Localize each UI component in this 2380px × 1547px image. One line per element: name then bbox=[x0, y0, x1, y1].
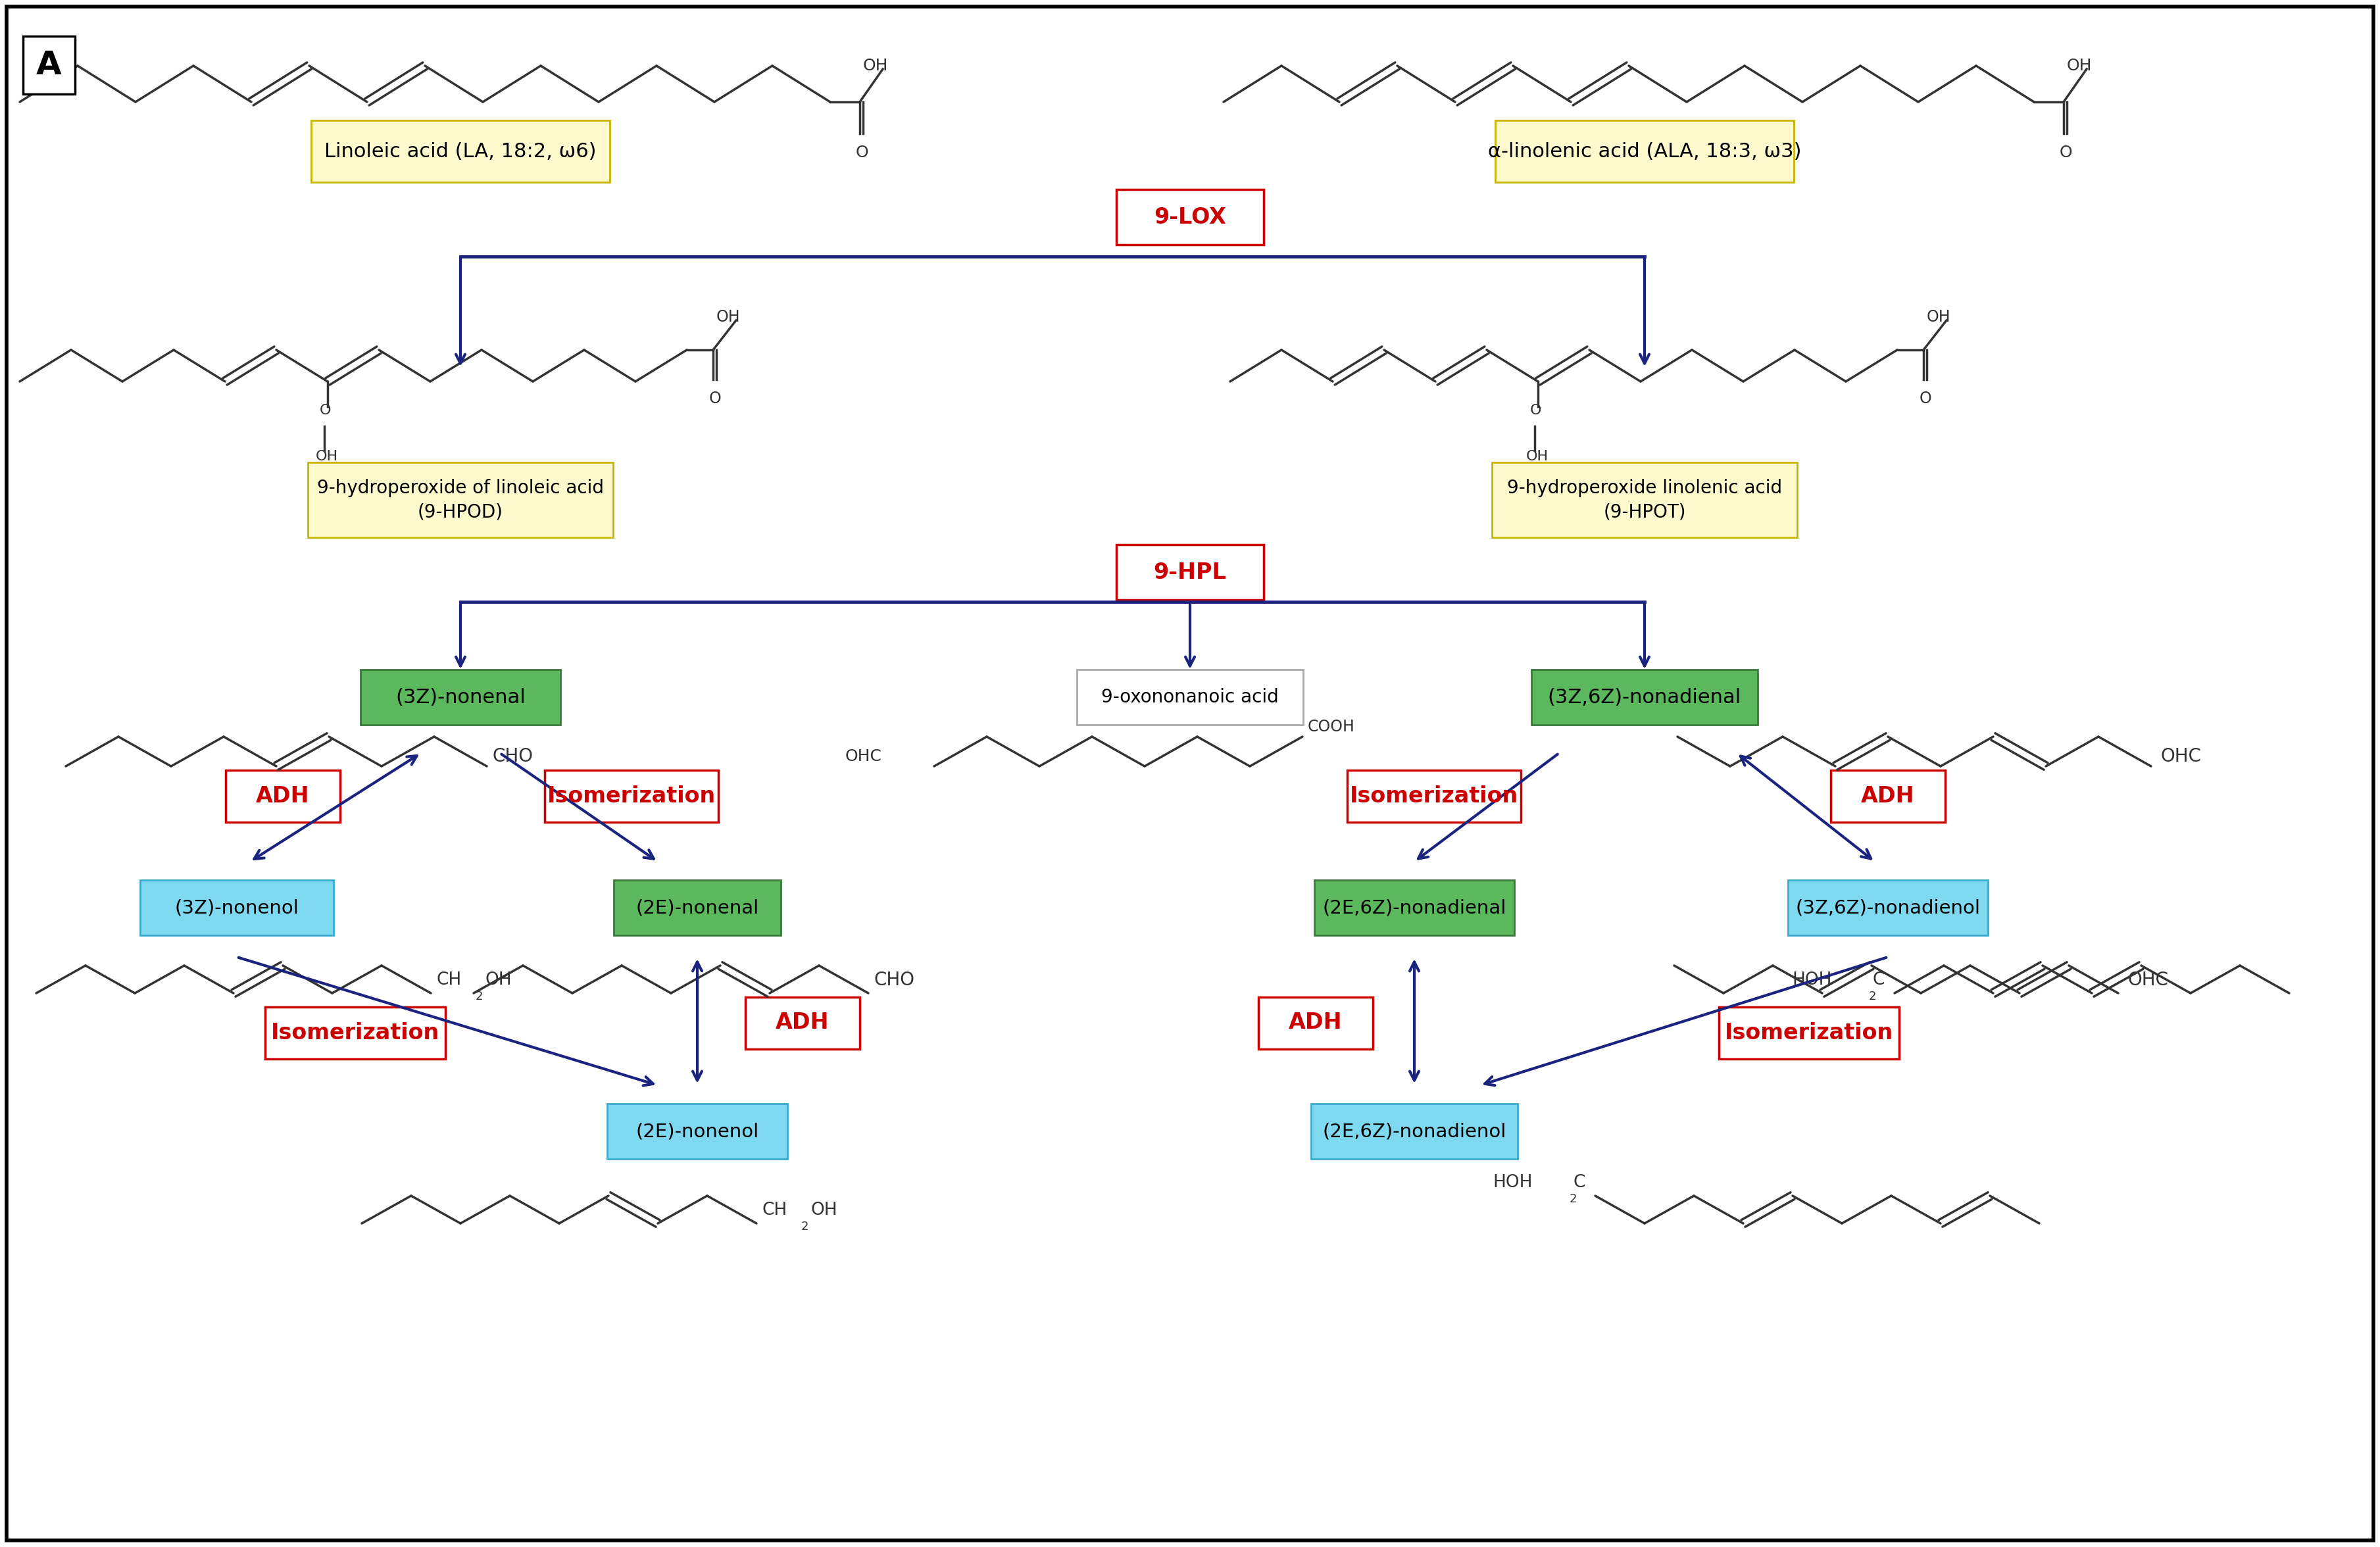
FancyBboxPatch shape bbox=[1116, 189, 1264, 244]
FancyBboxPatch shape bbox=[1718, 1007, 1899, 1058]
Text: O: O bbox=[1918, 391, 1933, 407]
FancyBboxPatch shape bbox=[1495, 121, 1795, 183]
Text: (3Z,6Z)-nonadienal: (3Z,6Z)-nonadienal bbox=[1547, 688, 1742, 707]
Text: O: O bbox=[854, 145, 869, 161]
Text: (3Z)-nonenol: (3Z)-nonenol bbox=[174, 899, 300, 917]
Text: ADH: ADH bbox=[1290, 1012, 1342, 1033]
Text: Isomerization: Isomerization bbox=[1725, 1023, 1894, 1044]
Text: (2E)-nonenal: (2E)-nonenal bbox=[635, 899, 759, 917]
Text: (3Z,6Z)-nonadienol: (3Z,6Z)-nonadienol bbox=[1795, 899, 1980, 917]
Text: Isomerization: Isomerization bbox=[1349, 784, 1518, 806]
Text: OH: OH bbox=[812, 1202, 838, 1219]
Text: OHC: OHC bbox=[845, 749, 881, 764]
Text: CHO: CHO bbox=[493, 747, 533, 766]
Text: Isomerization: Isomerization bbox=[547, 784, 716, 806]
FancyBboxPatch shape bbox=[1259, 996, 1373, 1049]
Text: OH: OH bbox=[317, 450, 338, 463]
Text: 2: 2 bbox=[476, 990, 483, 1002]
Text: O: O bbox=[1530, 404, 1542, 418]
FancyBboxPatch shape bbox=[545, 770, 719, 821]
Text: ADH: ADH bbox=[1861, 784, 1916, 806]
FancyBboxPatch shape bbox=[7, 6, 2373, 1541]
Text: O: O bbox=[709, 391, 721, 407]
Text: OH: OH bbox=[486, 972, 512, 989]
Text: OH: OH bbox=[1928, 309, 1952, 325]
Text: HOH: HOH bbox=[1792, 972, 1833, 989]
Text: CHO: CHO bbox=[873, 972, 914, 989]
Text: OH: OH bbox=[2066, 57, 2092, 74]
Text: OH: OH bbox=[864, 57, 888, 74]
Text: C: C bbox=[1873, 972, 1885, 989]
FancyBboxPatch shape bbox=[1116, 545, 1264, 600]
Text: ADH: ADH bbox=[776, 1012, 828, 1033]
FancyBboxPatch shape bbox=[226, 770, 340, 821]
Text: 9-HPL: 9-HPL bbox=[1154, 562, 1226, 583]
Text: C: C bbox=[1573, 1174, 1585, 1191]
FancyBboxPatch shape bbox=[264, 1007, 445, 1058]
Text: (2E,6Z)-nonadienal: (2E,6Z)-nonadienal bbox=[1323, 899, 1507, 917]
Text: O: O bbox=[2059, 145, 2073, 161]
Text: O: O bbox=[319, 404, 331, 418]
Text: ADH: ADH bbox=[257, 784, 309, 806]
Text: (3Z)-nonenal: (3Z)-nonenal bbox=[395, 688, 526, 707]
Text: CH: CH bbox=[762, 1202, 788, 1219]
FancyBboxPatch shape bbox=[1830, 770, 1944, 821]
Text: 2: 2 bbox=[1568, 1193, 1578, 1205]
FancyBboxPatch shape bbox=[1347, 770, 1521, 821]
Text: OHC: OHC bbox=[2161, 747, 2202, 766]
Text: α-linolenic acid (ALA, 18:3, ω3): α-linolenic acid (ALA, 18:3, ω3) bbox=[1488, 142, 1802, 161]
Text: HOH: HOH bbox=[1492, 1174, 1533, 1191]
FancyBboxPatch shape bbox=[607, 1103, 788, 1159]
Text: Isomerization: Isomerization bbox=[271, 1023, 440, 1044]
FancyBboxPatch shape bbox=[307, 463, 614, 537]
Text: 9-oxononanoic acid: 9-oxononanoic acid bbox=[1102, 688, 1278, 707]
Text: COOH: COOH bbox=[1307, 719, 1354, 735]
Text: A: A bbox=[36, 50, 62, 80]
FancyBboxPatch shape bbox=[140, 880, 333, 936]
Text: 2: 2 bbox=[1868, 990, 1875, 1002]
Text: OH: OH bbox=[1526, 450, 1549, 463]
FancyBboxPatch shape bbox=[614, 880, 781, 936]
Text: (2E,6Z)-nonadienol: (2E,6Z)-nonadienol bbox=[1323, 1122, 1507, 1140]
FancyBboxPatch shape bbox=[1076, 670, 1304, 726]
FancyBboxPatch shape bbox=[1787, 880, 1987, 936]
FancyBboxPatch shape bbox=[1314, 880, 1514, 936]
Text: Linoleic acid (LA, 18:2, ω6): Linoleic acid (LA, 18:2, ω6) bbox=[324, 142, 597, 161]
FancyBboxPatch shape bbox=[1530, 670, 1759, 726]
Text: 2: 2 bbox=[802, 1221, 809, 1233]
Text: (2E)-nonenol: (2E)-nonenol bbox=[635, 1122, 759, 1140]
FancyBboxPatch shape bbox=[1492, 463, 1797, 537]
Text: 9-hydroperoxide of linoleic acid
(9-HPOD): 9-hydroperoxide of linoleic acid (9-HPOD… bbox=[317, 478, 605, 521]
Text: OH: OH bbox=[716, 309, 740, 325]
FancyBboxPatch shape bbox=[359, 670, 559, 726]
Text: 9-LOX: 9-LOX bbox=[1154, 206, 1226, 227]
FancyBboxPatch shape bbox=[1311, 1103, 1518, 1159]
Text: CH: CH bbox=[436, 972, 462, 989]
FancyBboxPatch shape bbox=[745, 996, 859, 1049]
FancyBboxPatch shape bbox=[312, 121, 609, 183]
Text: OHC: OHC bbox=[2128, 972, 2168, 989]
Text: 9-hydroperoxide linolenic acid
(9-HPOT): 9-hydroperoxide linolenic acid (9-HPOT) bbox=[1507, 478, 1783, 521]
